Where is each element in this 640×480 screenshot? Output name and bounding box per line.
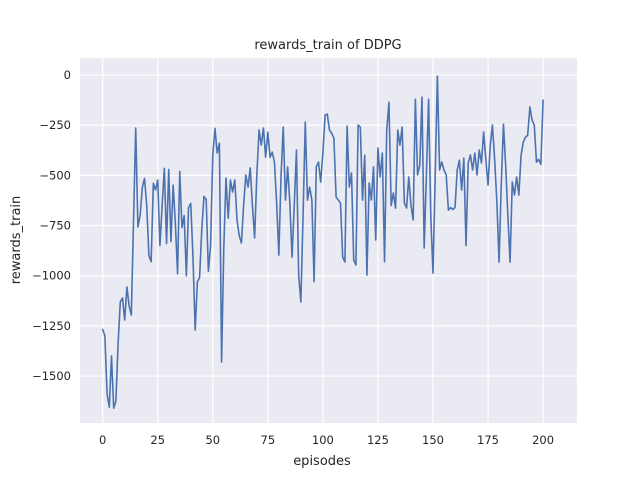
x-tick-label: 25 [150,433,165,447]
y-tick-label: −1000 [32,269,71,283]
series-line [101,75,544,409]
chart-title: rewards_train of DDPG [254,38,401,53]
x-tick-label: 100 [312,433,334,447]
x-tick-label: 200 [532,433,554,447]
y-tick-label: 0 [64,68,71,82]
y-tick-label: −1250 [32,319,71,333]
x-tick-label: 150 [422,433,444,447]
x-axis-label: episodes [293,454,351,469]
x-tick-label: 0 [99,433,106,447]
y-tick-label: −500 [39,168,71,182]
x-tick-label: 125 [367,433,389,447]
x-tick-label: 50 [205,433,220,447]
plot-background [80,58,577,423]
y-tick-label: −1500 [32,369,71,383]
x-tick-label: 175 [477,433,499,447]
x-tick-label: 75 [261,433,276,447]
tick-labels: 0 25 50 75 100 125 150 175 200 0 −250 −500 −750 −1000… [32,68,554,447]
y-tick-label: −750 [39,219,71,233]
y-axis-label: rewards_train [9,196,24,285]
plot-area [80,58,577,423]
y-tick-label: −250 [39,118,71,132]
